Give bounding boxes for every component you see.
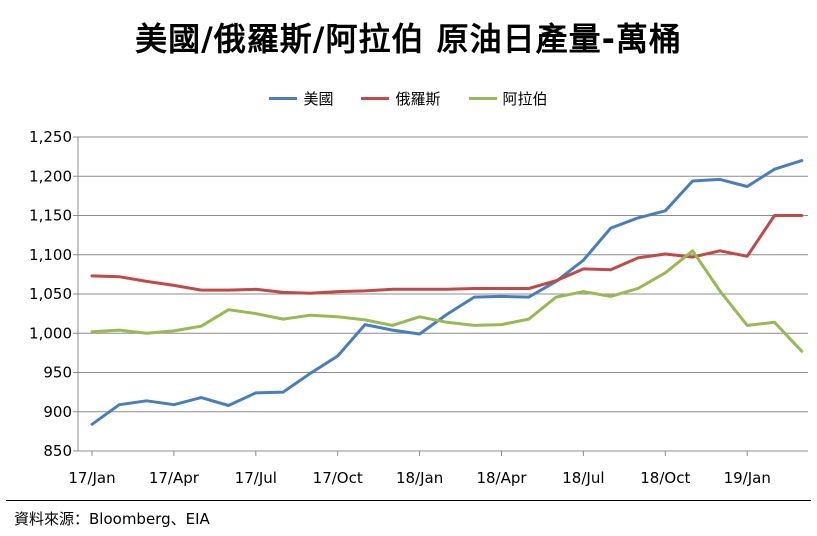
legend-swatch-us xyxy=(269,97,298,100)
y-tick-label: 1,100 xyxy=(29,246,72,264)
gridlines xyxy=(78,136,808,413)
chart-title: 美國/俄羅斯/阿拉伯 原油日產量-萬桶 xyxy=(135,20,682,58)
x-tick-label: 18/Jul xyxy=(562,469,604,487)
x-tick-label: 17/Oct xyxy=(313,469,363,487)
y-tick-label: 950 xyxy=(43,364,72,382)
y-tick-label: 900 xyxy=(43,403,72,421)
legend-swatch-saudi xyxy=(468,97,497,100)
y-tick-label: 1,200 xyxy=(29,167,72,185)
source-divider xyxy=(6,500,811,501)
x-tick-label: 18/Apr xyxy=(476,469,527,487)
chart-legend: 美國 俄羅斯 阿拉伯 xyxy=(0,88,817,109)
series-lines xyxy=(90,159,804,426)
x-tick-label: 18/Oct xyxy=(640,469,690,487)
legend-item-us: 美國 xyxy=(269,88,333,109)
x-tick-label: 18/Jan xyxy=(396,469,443,487)
x-tick-label: 19/Jan xyxy=(724,469,771,487)
legend-item-russia: 俄羅斯 xyxy=(361,88,441,109)
series-line-us xyxy=(90,159,804,426)
x-tick-label: 17/Jan xyxy=(68,469,115,487)
legend-item-saudi: 阿拉伯 xyxy=(468,88,548,109)
y-tick-label: 850 xyxy=(43,442,72,460)
y-tick-label: 1,000 xyxy=(29,324,72,342)
legend-label-us: 美國 xyxy=(303,90,334,108)
source-note: 資料來源：Bloomberg、EIA xyxy=(14,510,210,528)
axes: 850 900 950 1,000 1,050 1,100 1,150 1,200 1,250 1… xyxy=(29,128,808,487)
y-tick-label: 1,150 xyxy=(29,207,72,225)
legend-label-russia: 俄羅斯 xyxy=(395,90,441,108)
x-tick-label: 17/Jul xyxy=(235,469,277,487)
y-tick-label: 1,050 xyxy=(29,285,72,303)
legend-label-saudi: 阿拉伯 xyxy=(502,90,548,108)
series-line-russia xyxy=(90,214,804,295)
legend-swatch-russia xyxy=(361,97,390,100)
x-tick-label: 17/Apr xyxy=(149,469,200,487)
series-line-saudi xyxy=(90,249,804,353)
y-tick-label: 1,250 xyxy=(29,128,72,146)
